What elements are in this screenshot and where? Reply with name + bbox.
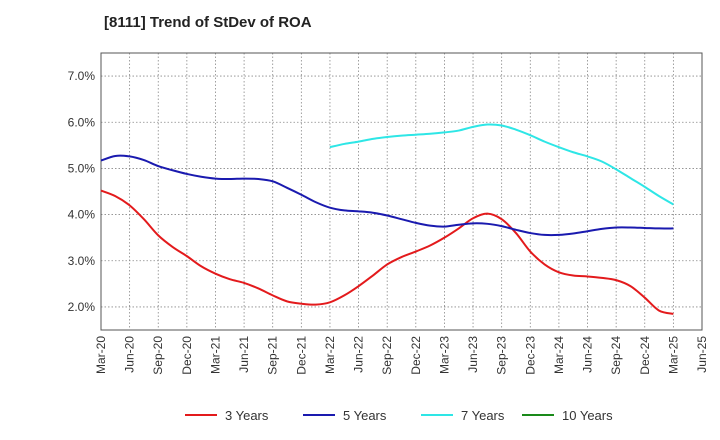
y-tick-label: 2.0% xyxy=(68,300,96,314)
x-tick-label: Dec-24 xyxy=(638,336,652,375)
plot-area xyxy=(100,52,703,331)
x-tick-label: Mar-20 xyxy=(94,336,108,374)
y-tick-label: 6.0% xyxy=(68,115,96,129)
x-tick-label: Jun-25 xyxy=(695,336,709,373)
x-tick-label: Sep-22 xyxy=(380,336,394,375)
series-line-3-years xyxy=(100,189,674,315)
x-tick-label: Jun-21 xyxy=(237,336,251,373)
x-tick-label: Jun-24 xyxy=(581,336,595,373)
x-tick-label: Mar-21 xyxy=(208,336,222,374)
y-axis: 2.0% 3.0% 4.0% 5.0% 6.0% 7.0% xyxy=(68,69,96,314)
x-tick-label: Jun-23 xyxy=(466,336,480,373)
series-line-7-years xyxy=(329,123,674,206)
x-tick-label: Mar-25 xyxy=(666,336,680,374)
x-tick-label: Mar-23 xyxy=(437,336,451,374)
legend-label: 3 Years xyxy=(225,408,269,423)
y-tick-label: 3.0% xyxy=(68,254,96,268)
x-tick-label: Dec-20 xyxy=(180,336,194,375)
x-axis: Mar-20 Jun-20 Sep-20 Dec-20 Mar-21 Jun-21 Sep-… xyxy=(94,336,709,375)
x-tick-label: Jun-20 xyxy=(123,336,137,373)
x-tick-label: Dec-23 xyxy=(523,336,537,375)
x-tick-label: Mar-22 xyxy=(323,336,337,374)
legend-label: 10 Years xyxy=(562,408,613,423)
chart-title: [8111] Trend of StDev of ROA xyxy=(104,14,312,31)
x-tick-label: Sep-24 xyxy=(609,336,623,375)
legend-label: 7 Years xyxy=(461,408,505,423)
x-tick-label: Dec-22 xyxy=(409,336,423,375)
x-tick-label: Sep-23 xyxy=(495,336,509,375)
y-tick-label: 5.0% xyxy=(68,161,96,175)
x-tick-label: Dec-21 xyxy=(294,336,308,375)
series-lines xyxy=(100,123,674,315)
y-tick-label: 4.0% xyxy=(68,208,96,222)
x-tick-label: Mar-24 xyxy=(552,336,566,374)
legend: 3 Years 5 Years 7 Years 10 Years xyxy=(185,408,613,423)
y-tick-label: 7.0% xyxy=(68,69,96,83)
series-line-5-years xyxy=(100,154,674,237)
x-tick-label: Sep-21 xyxy=(266,336,280,375)
x-tick-label: Jun-22 xyxy=(352,336,366,373)
legend-label: 5 Years xyxy=(343,408,387,423)
x-tick-label: Sep-20 xyxy=(151,336,165,375)
grid-lines xyxy=(100,53,703,330)
